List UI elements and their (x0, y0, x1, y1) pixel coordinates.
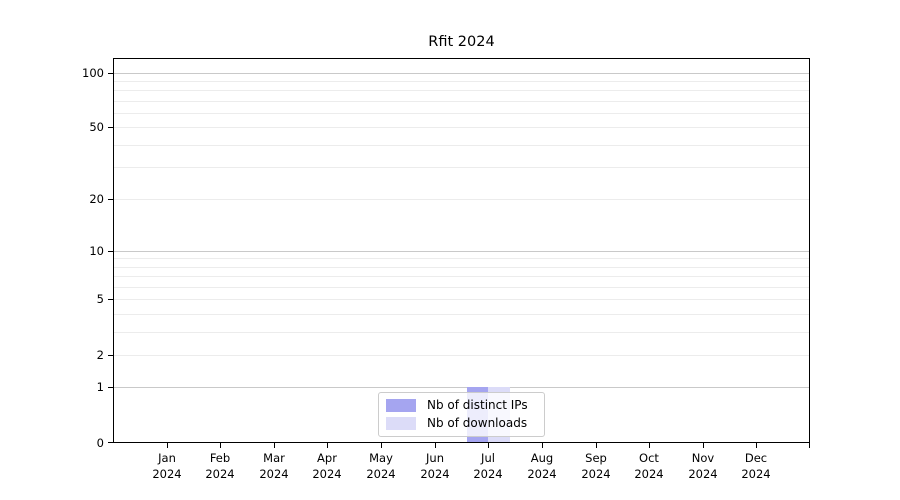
y-gridline-minor (114, 101, 809, 102)
legend: Nb of distinct IPs Nb of downloads (378, 392, 545, 437)
x-tick-label: Jan 2024 (152, 451, 182, 481)
y-gridline-minor (114, 299, 809, 300)
y-gridline-minor (114, 127, 809, 128)
x-tick-mark (542, 443, 543, 448)
y-tick-label: 20 (89, 192, 104, 206)
y-tick-mark (108, 73, 113, 74)
y-tick-mark (108, 387, 113, 388)
x-tick-label: Aug 2024 (527, 451, 557, 481)
x-tick-mark (703, 443, 704, 448)
x-tick-mark (381, 443, 382, 448)
y-gridline-minor (114, 90, 809, 91)
y-gridline-minor (114, 355, 809, 356)
y-gridline-major (114, 387, 809, 388)
y-tick-label: 10 (89, 244, 104, 258)
y-tick-label: 1 (96, 380, 104, 394)
y-gridline-minor (114, 167, 809, 168)
y-tick-mark (108, 355, 113, 356)
x-tick-label: Mar 2024 (259, 451, 289, 481)
x-tick-label: Apr 2024 (312, 451, 342, 481)
y-gridline-major (114, 73, 809, 74)
x-tick-mark (756, 443, 757, 448)
x-tick-label: Jun 2024 (420, 451, 450, 481)
x-tick-label: Dec 2024 (741, 451, 771, 481)
y-tick-mark (108, 442, 113, 443)
x-tick-label: Sep 2024 (581, 451, 611, 481)
legend-swatch-downloads (386, 417, 416, 430)
y-gridline-minor (114, 314, 809, 315)
legend-item-downloads: Nb of downloads (386, 417, 537, 430)
y-gridline-minor (114, 276, 809, 277)
y-gridline-major (114, 251, 809, 252)
x-tick-label: Feb 2024 (205, 451, 235, 481)
x-tick-label: Nov 2024 (688, 451, 718, 481)
y-gridline-minor (114, 113, 809, 114)
y-tick-label: 2 (96, 348, 104, 362)
x-tick-mark (596, 443, 597, 448)
y-gridline-minor (114, 145, 809, 146)
y-tick-mark (108, 251, 113, 252)
y-tick-label: 0 (96, 436, 104, 450)
x-tick-mark (167, 443, 168, 448)
y-gridline-minor (114, 332, 809, 333)
y-tick-mark (108, 127, 113, 128)
chart-title: Rfit 2024 (428, 34, 495, 50)
x-tick-mark-edge (809, 443, 810, 448)
legend-label-distinct-ips: Nb of distinct IPs (427, 398, 528, 412)
y-gridline-minor (114, 258, 809, 259)
y-tick-label: 100 (82, 66, 104, 80)
x-tick-mark (327, 443, 328, 448)
y-tick-mark (108, 299, 113, 300)
plot-area (113, 58, 810, 443)
x-tick-mark (488, 443, 489, 448)
x-tick-mark (649, 443, 650, 448)
y-gridline-minor (114, 199, 809, 200)
x-tick-mark (435, 443, 436, 448)
x-tick-mark (220, 443, 221, 448)
y-gridline-minor (114, 267, 809, 268)
y-gridline-minor (114, 81, 809, 82)
legend-label-downloads: Nb of downloads (427, 416, 528, 430)
x-tick-label: May 2024 (366, 451, 396, 481)
y-tick-mark (108, 199, 113, 200)
y-gridline-minor (114, 287, 809, 288)
x-tick-label: Oct 2024 (634, 451, 664, 481)
legend-swatch-distinct-ips (386, 399, 416, 412)
x-tick-label: Jul 2024 (473, 451, 503, 481)
y-tick-label: 5 (96, 292, 104, 306)
legend-item-distinct-ips: Nb of distinct IPs (386, 399, 537, 412)
x-tick-mark (274, 443, 275, 448)
y-tick-label: 50 (89, 120, 104, 134)
